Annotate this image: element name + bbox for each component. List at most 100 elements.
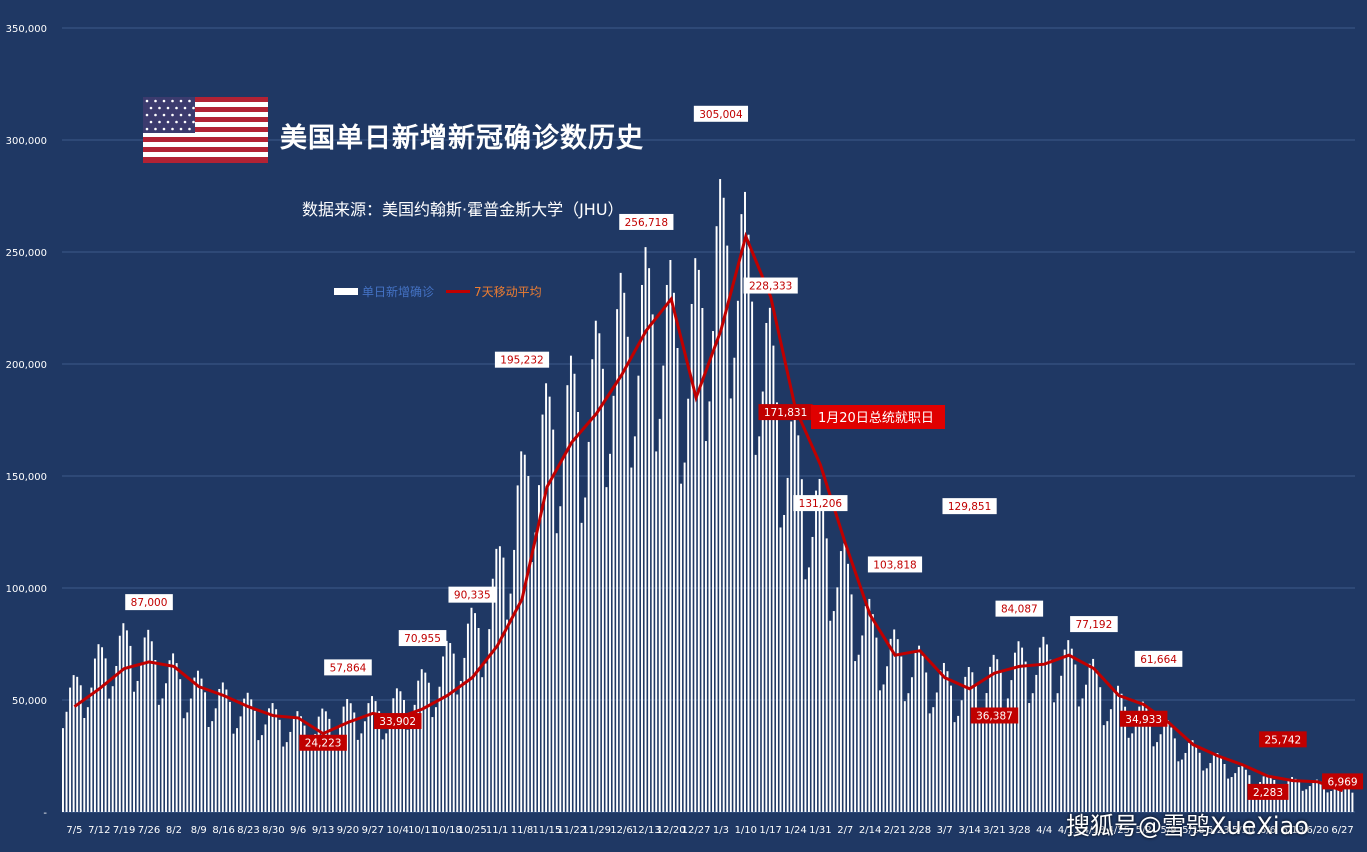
daily-bar	[843, 543, 846, 812]
daily-bar	[651, 314, 654, 812]
daily-bar	[111, 686, 114, 812]
y-tick-label: 150,000	[6, 472, 47, 483]
daily-bar	[442, 656, 445, 812]
y-tick-label: 300,000	[6, 136, 47, 147]
data-label: 34,933	[1119, 710, 1168, 727]
daily-bar	[1109, 709, 1112, 812]
daily-bar	[168, 660, 171, 812]
daily-bar	[1170, 727, 1173, 812]
daily-bar	[1145, 708, 1148, 812]
daily-bar	[310, 745, 313, 812]
flag-star	[171, 99, 174, 103]
y-tick-label: 350,000	[6, 24, 47, 35]
daily-bar	[1216, 753, 1219, 812]
daily-bar	[1099, 687, 1102, 812]
daily-bar	[847, 563, 849, 812]
data-label: 129,851	[942, 498, 997, 515]
data-label-box	[995, 600, 1044, 617]
daily-bar	[562, 457, 565, 812]
daily-bar	[832, 611, 835, 812]
daily-bar	[488, 629, 491, 812]
data-label-text: 195,232	[500, 355, 543, 367]
x-tick-label: 12/20	[657, 825, 686, 836]
daily-bar	[690, 303, 693, 812]
daily-bar	[243, 698, 246, 812]
daily-bar	[577, 412, 580, 812]
daily-bar	[459, 680, 462, 812]
daily-bar	[1092, 658, 1095, 812]
daily-bar	[786, 477, 789, 812]
daily-bar	[733, 357, 736, 812]
daily-bar	[118, 635, 121, 812]
daily-bar	[555, 533, 558, 812]
daily-bar	[708, 401, 711, 812]
x-tick-label: 3/21	[983, 825, 1005, 836]
daily-bar	[719, 179, 722, 813]
x-tick-label: 11/15	[532, 825, 561, 836]
daily-bar	[470, 607, 473, 812]
data-label-text: 103,818	[873, 559, 916, 571]
daily-bar	[157, 704, 160, 812]
daily-bar	[964, 676, 967, 812]
daily-bar	[1134, 722, 1137, 812]
x-tick-label: 5/30	[1232, 825, 1254, 836]
daily-bar	[1173, 738, 1176, 812]
x-tick-label: 7/19	[113, 825, 135, 836]
daily-bar	[1166, 720, 1169, 812]
daily-bar	[278, 719, 281, 812]
daily-bar	[779, 527, 782, 812]
daily-bar	[150, 641, 153, 812]
daily-bar	[960, 700, 963, 812]
daily-bar	[836, 587, 839, 812]
x-tick-label: 10/18	[433, 825, 462, 836]
x-tick-label: 12/6	[610, 825, 632, 836]
daily-bar	[335, 736, 338, 812]
daily-bar	[811, 536, 814, 812]
daily-bar	[438, 686, 441, 812]
data-label-text: 305,004	[699, 109, 743, 121]
daily-bar	[268, 708, 270, 812]
daily-bar	[491, 578, 494, 812]
daily-bar	[768, 307, 771, 812]
flag-star	[183, 106, 187, 110]
daily-bar	[506, 619, 508, 812]
x-tick-label: 8/30	[262, 825, 284, 836]
daily-bar	[1124, 706, 1127, 812]
daily-bar	[1127, 737, 1130, 812]
daily-bar	[1010, 680, 1013, 812]
x-tick-label: 9/6	[290, 825, 306, 836]
daily-bar	[758, 436, 761, 812]
daily-bar	[474, 613, 477, 812]
daily-bar	[420, 669, 423, 812]
daily-bar	[509, 593, 512, 812]
daily-bar	[633, 436, 636, 812]
daily-bar	[999, 670, 1002, 812]
daily-bar	[704, 441, 707, 812]
data-label-text: 129,851	[948, 501, 991, 513]
event-label-box: 1月20日总统就职日	[811, 405, 945, 429]
daily-bar	[463, 657, 466, 812]
daily-bar	[1088, 663, 1091, 812]
daily-bar	[129, 645, 132, 812]
flag-star	[166, 120, 170, 124]
daily-bar	[253, 710, 256, 812]
x-tick-label: 6/13	[1282, 825, 1304, 836]
data-label-text: 84,087	[1001, 604, 1038, 616]
daily-bar	[644, 247, 647, 812]
daily-bar	[136, 680, 139, 812]
daily-bar	[1077, 706, 1080, 812]
daily-bar	[548, 396, 551, 812]
daily-bar	[928, 713, 931, 812]
daily-bar	[871, 614, 874, 812]
daily-bar	[1330, 791, 1333, 812]
daily-bar	[395, 688, 398, 812]
daily-bar	[1340, 781, 1343, 812]
daily-bar	[775, 402, 778, 812]
daily-bar	[918, 645, 921, 812]
x-tick-label: 4/4	[1036, 825, 1052, 836]
daily-bar	[392, 698, 395, 812]
daily-bar	[1148, 719, 1151, 812]
daily-bar	[115, 665, 118, 812]
daily-bar	[1177, 761, 1180, 812]
moving-average-line	[73, 231, 1344, 793]
